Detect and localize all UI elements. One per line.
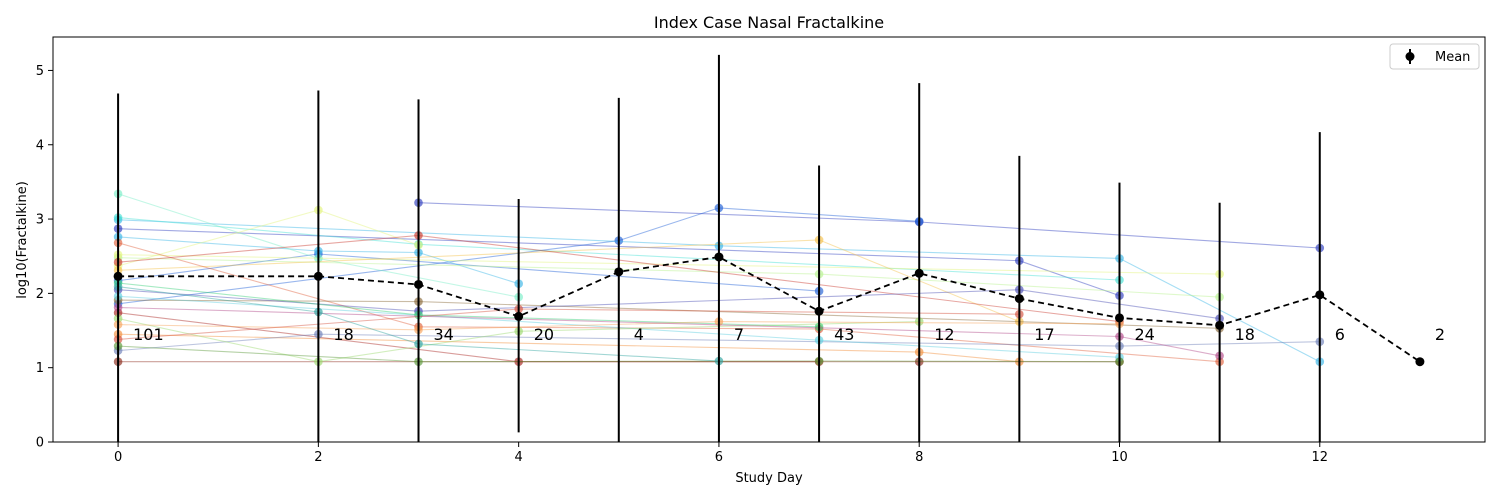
mean-series — [113, 54, 1425, 442]
mean-point — [914, 268, 924, 278]
mean-point — [1315, 290, 1325, 300]
x-axis-label: Study Day — [735, 471, 803, 486]
mean-point — [313, 271, 323, 281]
mean-point — [414, 279, 424, 289]
count-label: 20 — [534, 325, 554, 344]
count-label: 101 — [133, 325, 164, 344]
mean-point — [714, 252, 724, 262]
plot-frame — [52, 36, 1486, 443]
y-tick-label: 1 — [36, 361, 44, 376]
trajectory-line-0 — [418, 202, 1320, 249]
count-label: 12 — [934, 325, 954, 344]
count-label: 43 — [834, 325, 854, 344]
x-tick-label: 6 — [715, 450, 723, 465]
trajectory-line-19 — [118, 289, 1220, 320]
y-tick-label: 3 — [36, 213, 44, 228]
mean-point — [113, 271, 123, 281]
chart-title: Index Case Nasal Fractalkine — [654, 13, 884, 32]
mean-point — [1114, 313, 1124, 323]
y-tick-label: 4 — [36, 138, 44, 153]
count-label: 17 — [1034, 325, 1054, 344]
count-label: 18 — [333, 325, 353, 344]
legend-label-mean: Mean — [1435, 50, 1470, 65]
count-label: 2 — [1435, 325, 1445, 344]
trajectory-line-17 — [118, 299, 1220, 329]
mean-point — [514, 311, 524, 321]
legend: Mean — [1389, 43, 1480, 70]
x-tick-label: 0 — [114, 450, 122, 465]
mean-point — [1415, 357, 1425, 367]
legend-marker-icon — [1405, 52, 1415, 61]
mean-point — [1014, 294, 1024, 304]
x-tick-label: 4 — [515, 450, 523, 465]
y-tick-label: 0 — [36, 436, 44, 451]
y-tick-label: 5 — [36, 64, 44, 79]
trajectory-line-27 — [118, 286, 719, 362]
count-label: 6 — [1335, 325, 1345, 344]
x-tick-label: 2 — [314, 450, 322, 465]
mean-point — [614, 267, 624, 277]
count-label: 7 — [734, 325, 744, 344]
x-tick-label: 12 — [1311, 450, 1328, 465]
trajectory-line-21 — [118, 282, 820, 328]
legend-box — [1389, 43, 1480, 70]
x-tick-label: 8 — [915, 450, 923, 465]
trajectory-line-15 — [118, 312, 820, 363]
count-label: 24 — [1135, 325, 1155, 344]
trajectory-line-5 — [118, 236, 519, 285]
y-axis-label: log10(Fractalkine) — [15, 181, 30, 299]
x-tick-label: 10 — [1111, 450, 1128, 465]
count-labels: 101 18 34 20 4 7 43 12 17 24 18 6 2 — [133, 325, 1445, 344]
trajectory-line-10 — [118, 254, 1220, 275]
mean-point — [1215, 320, 1225, 330]
mean-point — [814, 306, 824, 316]
count-label: 4 — [634, 325, 644, 344]
count-label: 18 — [1235, 325, 1255, 344]
count-label: 34 — [434, 325, 454, 344]
y-tick-label: 2 — [36, 287, 44, 302]
